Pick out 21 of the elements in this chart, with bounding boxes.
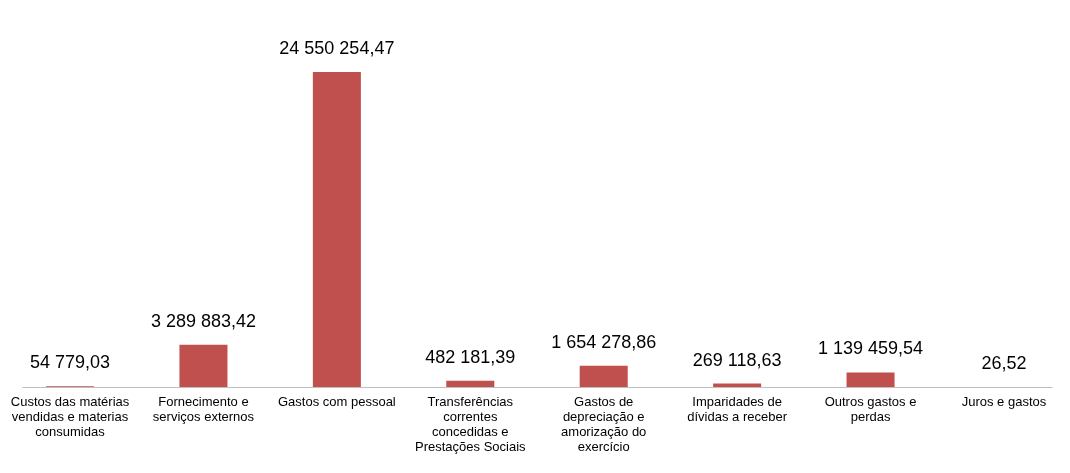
x-tick-label: Fornecimento e serviços externos [152, 393, 255, 424]
data-label: 1 139 459,54 [817, 338, 924, 359]
x-tick-label: Transferências correntes concedidas e Prestações Sociais [415, 393, 527, 454]
data-label: 26,52 [981, 353, 1027, 373]
data-label: 24 550 254,47 [279, 38, 395, 58]
data-label: 482 181,39 [425, 346, 516, 367]
bar [312, 72, 361, 387]
x-tick-label: Gastos de depreciação e amorização do exercício [561, 393, 647, 454]
x-tick-label: Custos das matérias vendidas e materias consumidas [10, 393, 130, 439]
x-tick-label: Imparidades de dívidas a receber [687, 393, 788, 424]
data-label: 1 654 278,86 [551, 331, 657, 352]
bar [179, 344, 228, 387]
x-tick-label: Outros gastos e perdas [824, 393, 917, 424]
data-label: 3 289 883,42 [150, 310, 257, 331]
data-label: 54 779,03 [29, 352, 111, 373]
bar [446, 380, 495, 387]
bar [846, 372, 895, 387]
x-tick-label: Gastos com pessoal [277, 393, 396, 409]
x-tick-label: Juros e gastos [961, 393, 1047, 409]
data-label: 269 118,63 [692, 349, 782, 370]
bar [579, 365, 628, 387]
